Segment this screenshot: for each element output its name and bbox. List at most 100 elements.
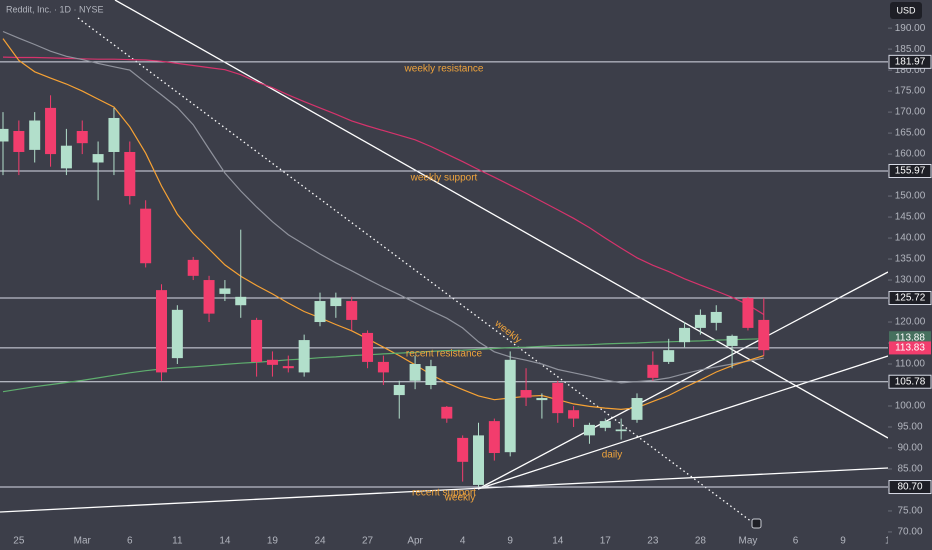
candle-body: [710, 311, 722, 323]
annotation: weekly: [492, 318, 524, 346]
price-badge: [889, 341, 931, 355]
candle-body: [203, 280, 215, 314]
candle-body: [219, 288, 231, 294]
y-tick-label: 70.00: [897, 527, 922, 538]
candle-body: [742, 298, 754, 328]
candle-body: [679, 327, 691, 343]
y-tick-label: 135.00: [895, 254, 926, 265]
candle-body: [235, 296, 247, 306]
x-tick-label: 27: [362, 536, 374, 547]
x-tick-label: 14: [219, 536, 231, 547]
candle-body: [124, 151, 136, 197]
candle-body: [108, 117, 120, 152]
y-tick-label: 140.00: [895, 233, 926, 244]
candle-body: [314, 301, 326, 323]
candle-body: [187, 259, 199, 276]
level-label: 80.70: [897, 482, 922, 493]
candle-body: [76, 130, 88, 144]
x-tick-label: 24: [314, 536, 326, 547]
candle-body: [140, 208, 152, 264]
x-tick-label: 28: [695, 536, 707, 547]
level-badge: [888, 54, 932, 69]
moving-average: [2, 56, 765, 316]
candle-body: [599, 421, 611, 428]
y-tick-label: 120.00: [895, 317, 926, 328]
level-label: 105.78: [895, 376, 926, 387]
annotation: weekly: [444, 493, 476, 504]
candle-body: [298, 340, 310, 373]
candle-body: [171, 309, 183, 359]
y-tick-label: 85.00: [897, 464, 922, 475]
candle-body: [520, 390, 532, 398]
level-label: 155.97: [895, 166, 926, 177]
candle-body: [393, 385, 405, 396]
x-tick-label: 6: [127, 536, 133, 547]
x-tick-label: Mar: [74, 536, 92, 547]
candle-body: [13, 130, 25, 152]
candle-body: [726, 335, 738, 346]
candle-body: [758, 319, 770, 351]
price-label: 113.88: [895, 332, 925, 343]
candle-body: [583, 424, 595, 436]
candle-body: [425, 366, 437, 385]
candle-body: [60, 145, 72, 169]
annotation: weekly support: [410, 173, 478, 184]
level-badge: [888, 480, 932, 495]
candle-body: [92, 154, 104, 163]
candle-body: [156, 290, 167, 373]
trend-line: [477, 355, 889, 490]
candle-body: [457, 437, 469, 462]
candle-body: [282, 366, 294, 369]
x-tick-label: 11: [172, 536, 183, 547]
candle-body: [362, 332, 374, 362]
moving-average: [2, 30, 764, 384]
x-tick-label: 19: [267, 536, 279, 547]
candle-body: [504, 359, 516, 453]
price-label: 113.83: [895, 343, 925, 354]
level-label: 181.97: [895, 56, 926, 67]
x-tick-label: May: [738, 536, 757, 547]
candle-body: [45, 107, 57, 155]
x-tick-label: 14: [552, 536, 564, 547]
y-tick-label: 95.00: [897, 422, 922, 433]
annotation: recent support: [412, 488, 476, 499]
y-tick-label: 90.00: [897, 443, 922, 454]
x-tick-label: 23: [647, 536, 659, 547]
trend-line: [114, 0, 889, 439]
candle-body: [663, 350, 675, 362]
x-tick-label: 4: [460, 536, 466, 547]
currency-button[interactable]: [890, 2, 922, 19]
candle-body: [694, 314, 706, 328]
y-tick-label: 180.00: [895, 65, 926, 76]
candle-body: [552, 382, 564, 414]
level-badge: [888, 164, 932, 179]
candle-body: [568, 410, 580, 419]
trend-line: [477, 271, 889, 490]
moving-average: [2, 338, 764, 393]
earnings-icon: [751, 518, 762, 529]
candle-body: [0, 128, 9, 142]
candle-body: [251, 319, 263, 362]
candle-body: [615, 429, 627, 432]
x-tick-label: 9: [840, 536, 846, 547]
y-tick-label: 110.00: [895, 359, 925, 370]
y-tick-label: 75.00: [897, 506, 922, 517]
chart-title: Reddit, Inc. · 1D · NYSE: [6, 4, 104, 14]
price-axis: [888, 0, 932, 550]
candle-body: [647, 364, 659, 378]
y-tick-label: 175.00: [895, 86, 926, 97]
y-tick-label: 150.00: [895, 191, 926, 202]
y-tick-label: 190.00: [895, 23, 926, 34]
plot: 25Mar61114192427Apr4914172328May6914week…: [0, 30, 897, 547]
level-badge: [888, 291, 932, 306]
x-tick-label: 9: [507, 536, 513, 547]
level-label: 125.72: [895, 293, 926, 304]
candle-body: [473, 435, 484, 485]
candle-body: [377, 361, 389, 373]
currency[interactable]: USD: [896, 5, 916, 15]
level-badge: [888, 374, 932, 389]
candle-body: [330, 298, 342, 307]
y-tick-label: 100.00: [895, 401, 926, 412]
